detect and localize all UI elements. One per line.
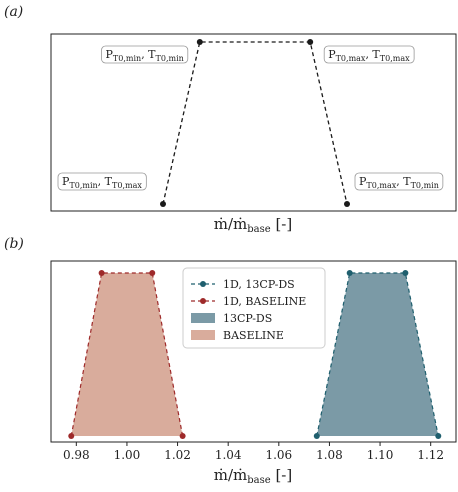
annotation-box xyxy=(101,45,189,64)
panel-b-point-1d-13cp-ds-1 xyxy=(346,270,353,276)
annotation-sub-2: T0,max xyxy=(380,54,410,63)
panel-b-line-1d-baseline xyxy=(70,272,184,437)
panel-a-annotation-1: PT0,min, TT0,min xyxy=(101,45,189,64)
annotation-text: PT0,min, TT0,max xyxy=(62,175,142,190)
annotation-sub-1: T0,min xyxy=(113,54,141,63)
panel-b-fill-13cp-ds xyxy=(316,273,439,436)
legend-marker-1d-baseline xyxy=(200,298,206,304)
x-tick-label: 1.00 xyxy=(114,448,141,462)
panel-b-point-1d-baseline-2 xyxy=(149,270,156,276)
annotation-sub-2: T0,min xyxy=(156,54,184,63)
panel-a-point-2 xyxy=(307,39,314,45)
panel-a-annotation-0: PT0,min, TT0,max xyxy=(57,172,147,191)
panel-a-xlabel-main: ṁ/ṁ xyxy=(214,215,248,233)
x-tick-label: 1.04 xyxy=(215,448,242,462)
panel-b-xlabel-sub: base xyxy=(247,475,270,486)
panel-b-x-ticks: 0.98 1.00 1.02 1.04 1.06 1.08 1.10 1.12 xyxy=(63,442,444,462)
annotation-main-1: P xyxy=(62,175,70,188)
legend: 1D, 13CP-DS 1D, BASELINE 13CP-DS BASELINE xyxy=(182,267,326,349)
annotation-box xyxy=(354,172,444,191)
annotation-main-1: P xyxy=(328,48,336,61)
legend-marker-1d-13cp-ds xyxy=(200,281,206,287)
annotation-sub-2: T0,max xyxy=(112,181,142,190)
legend-label-13cp-ds: 13CP-DS xyxy=(223,312,272,325)
x-tick-label: 1.06 xyxy=(265,448,292,462)
annotation-main-2: , T xyxy=(396,175,411,188)
annotation-main-2: , T xyxy=(365,48,380,61)
panel-a-xlabel-sub: base xyxy=(247,224,270,235)
panel-a-point-3 xyxy=(344,201,350,207)
annotation-box xyxy=(323,45,415,64)
panel-b-point-1d-13cp-ds-2 xyxy=(402,270,409,276)
panel-a-line xyxy=(162,41,348,205)
annotation-box xyxy=(57,172,147,191)
annotation-sub-1: T0,max xyxy=(366,181,396,190)
panel-a-xlabel: ṁ/ṁbase [-] xyxy=(214,215,292,235)
panel-b-point-1d-baseline-0 xyxy=(68,433,75,439)
panel-a-point-1 xyxy=(196,39,203,45)
x-tick-label: 0.98 xyxy=(63,448,90,462)
annotation-main-1: P xyxy=(106,48,114,61)
annotation-sub-1: T0,max xyxy=(336,54,366,63)
panel-b-plot-area xyxy=(68,270,442,439)
legend-swatch-baseline xyxy=(191,330,215,340)
annotation-sub-1: T0,min xyxy=(69,181,97,190)
legend-label-1d-baseline: 1D, BASELINE xyxy=(223,295,306,308)
panel-b-point-1d-baseline-1 xyxy=(98,270,105,276)
legend-entries: 1D, 13CP-DS 1D, BASELINE 13CP-DS BASELINE xyxy=(191,278,306,342)
legend-box xyxy=(182,267,326,349)
panel-a-point-0 xyxy=(160,201,166,207)
panel-a-annotation-3: PT0,max, TT0,min xyxy=(354,172,444,191)
panel-b-xlabel-unit: [-] xyxy=(271,466,293,484)
panel-a-label: (a) xyxy=(4,4,23,20)
annotation-main-2: , T xyxy=(141,48,156,61)
panel-b-xlabel-main: ṁ/ṁ xyxy=(214,466,248,484)
x-tick-label: 1.12 xyxy=(417,448,444,462)
panel-a-xlabel-unit: [-] xyxy=(271,215,293,233)
panel-a-annotation-2: PT0,max, TT0,max xyxy=(323,45,415,64)
legend-label-baseline: BASELINE xyxy=(223,329,284,342)
legend-swatch-13cp-ds xyxy=(191,313,215,323)
panel-b-xlabel: ṁ/ṁbase [-] xyxy=(214,466,292,486)
annotation-sub-2: T0,min xyxy=(411,181,439,190)
x-tick-label: 1.08 xyxy=(316,448,343,462)
annotation-main-1: P xyxy=(359,175,367,188)
panel-b-point-1d-13cp-ds-0 xyxy=(313,433,320,439)
annotation-main-2: , T xyxy=(98,175,113,188)
panel-b-point-1d-baseline-3 xyxy=(179,433,186,439)
annotation-text: PT0,max, TT0,max xyxy=(328,48,410,63)
x-tick-label: 1.02 xyxy=(164,448,191,462)
panel-b-label: (b) xyxy=(4,236,24,252)
panel-b-fill-baseline xyxy=(71,273,183,436)
annotation-text: PT0,max, TT0,min xyxy=(359,175,439,190)
legend-label-1d-13cp-ds: 1D, 13CP-DS xyxy=(223,278,295,291)
annotation-text: PT0,min, TT0,min xyxy=(106,48,184,63)
x-tick-label: 1.10 xyxy=(367,448,394,462)
panel-b-point-1d-13cp-ds-3 xyxy=(435,433,442,439)
